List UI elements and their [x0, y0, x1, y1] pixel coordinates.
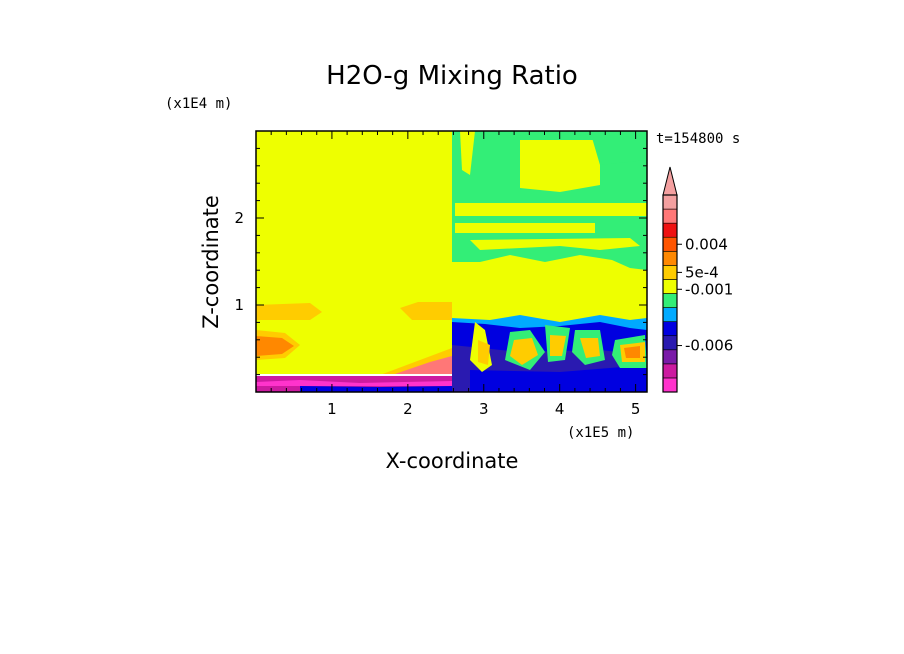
time-label: t=154800 s: [656, 131, 740, 147]
colorbar-arrow: [662, 166, 678, 196]
surface-blue-strip: [300, 386, 452, 392]
colorbar: 0.004 5e-4-0.001 -0.006: [662, 166, 733, 393]
plume-3-core: [550, 335, 566, 356]
colorbar-frame: [662, 194, 678, 393]
colorbar-swatch: [662, 236, 678, 252]
x-tick-label: 3: [479, 400, 489, 418]
colorbar-swatch: [662, 307, 678, 322]
plot-frame: [255, 130, 648, 393]
surface-line: [256, 374, 452, 376]
colorbar-swatch: [662, 250, 678, 266]
x-unit-label: (x1E5 m): [567, 425, 634, 441]
surface-ramp-inner: [395, 356, 452, 376]
yellow-streak: [460, 131, 475, 175]
region-left-warm-layer: [256, 336, 294, 356]
colorbar-label: -0.006: [685, 337, 733, 355]
y-tick-label: 1: [234, 296, 244, 314]
colorbar-swatch: [662, 293, 678, 308]
right-orange-band: [400, 302, 452, 320]
y-unit-label: (x1E4 m): [165, 96, 232, 112]
x-axis-title: X-coordinate: [386, 449, 519, 473]
x-axis-ticks: 1 2 3 4 5: [270, 131, 641, 418]
plume-1-core: [478, 340, 490, 365]
x-tick-label: 1: [327, 400, 337, 418]
plume-2-core: [510, 338, 538, 365]
colorbar-swatch: [662, 349, 678, 365]
colorbar-label: -0.001: [685, 280, 733, 298]
colorbar-swatch: [662, 377, 678, 393]
plume-4-core: [580, 338, 600, 358]
yellow-patch-1: [520, 140, 600, 192]
yellow-band-1: [455, 203, 647, 216]
y-axis-title: Z-coordinate: [199, 195, 223, 329]
colorbar-swatch: [662, 222, 678, 238]
colorbar-swatch: [662, 363, 678, 379]
y-tick-label: 2: [234, 209, 244, 227]
blue-bottom-right: [470, 365, 647, 392]
colorbar-swatch: [662, 335, 678, 351]
x-tick-label: 2: [403, 400, 413, 418]
colorbar-swatch: [662, 279, 678, 294]
heatmap-field: [256, 131, 647, 392]
yellow-band-2: [455, 223, 595, 233]
left-orange-band: [256, 303, 322, 320]
yellow-band-3: [470, 238, 640, 250]
green-top-right: [590, 131, 647, 165]
colorbar-swatch: [662, 321, 678, 337]
colorbar-label: 5e-4: [685, 263, 719, 281]
surface-magenta-streak: [256, 380, 452, 386]
colorbar-label: 0.004: [685, 235, 728, 253]
yellow-mid-right: [452, 270, 647, 318]
colorbar-swatch: [662, 194, 678, 210]
x-tick-label: 4: [555, 400, 565, 418]
x-tick-label: 5: [631, 400, 641, 418]
colorbar-swatch: [662, 265, 678, 280]
chart-title: H2O-g Mixing Ratio: [326, 61, 578, 91]
plume-5-hot: [624, 346, 640, 358]
colorbar-swatch: [662, 208, 678, 224]
y-axis-ticks: 12: [234, 147, 647, 376]
